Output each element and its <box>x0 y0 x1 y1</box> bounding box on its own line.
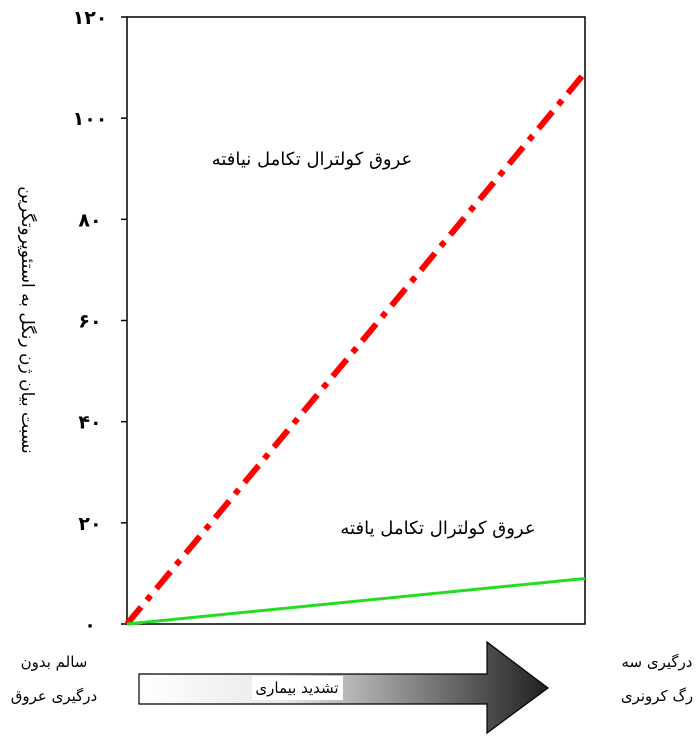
series-line-developed <box>126 576 586 626</box>
y-tick-label: ۶۰ <box>78 311 101 333</box>
progression-arrow: تشدید بیماری <box>138 640 550 735</box>
x-start-label-line1: سالم بدون <box>21 653 88 671</box>
series-layer <box>124 70 588 626</box>
y-tick-label: ۸۰ <box>78 209 101 231</box>
arrow-label: تشدید بیماری <box>255 679 338 697</box>
plot-area <box>126 16 586 625</box>
y-axis: ۰ ۲۰ ۴۰ ۶۰ ۸۰ ۱۰۰ ۱۲۰ <box>73 7 127 636</box>
y-tick-label: ۱۲۰ <box>73 7 108 29</box>
y-tick-label: ۲۰ <box>78 513 101 535</box>
series-line-undeveloped <box>124 70 588 626</box>
y-tick-label: ۴۰ <box>78 412 101 434</box>
series-label-developed: عروق کولترال تکامل یافته <box>340 518 535 539</box>
y-tick-label: ۱۰۰ <box>73 108 108 130</box>
x-end-label-line2: رگ کرونری <box>621 687 693 705</box>
y-tick-label: ۰ <box>84 614 96 636</box>
series-label-undeveloped: عروق کولترال تکامل نیافته <box>212 149 413 170</box>
x-start-label-line2: درگیری عروق <box>11 687 97 705</box>
y-axis-title: نسبت بیان ژن رنگل به استئوپروتگرین <box>17 186 38 454</box>
x-end-label-line1: درگیری سه <box>622 653 693 671</box>
